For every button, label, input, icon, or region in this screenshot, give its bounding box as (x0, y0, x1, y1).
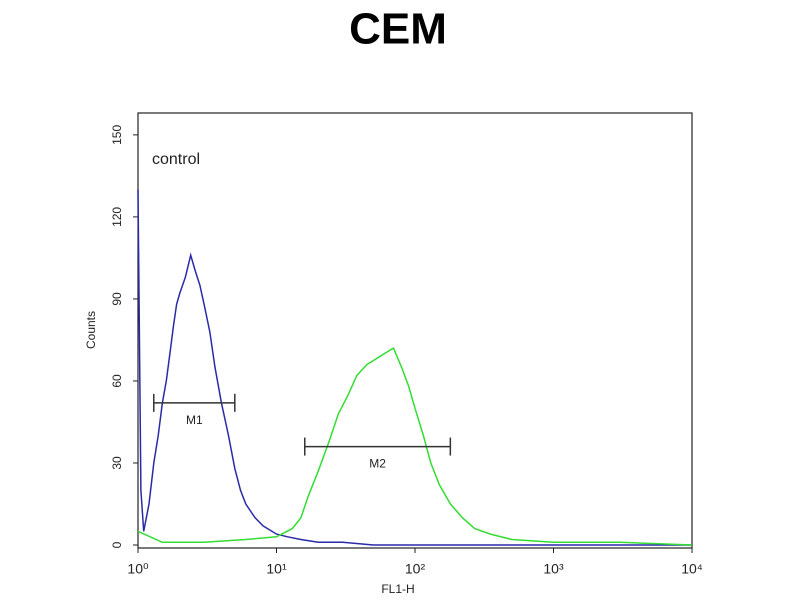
y-axis-label: Counts (84, 311, 98, 349)
marker-label: M1 (186, 413, 203, 427)
annotation: control (152, 151, 200, 168)
y-tick-label: 150 (110, 125, 124, 145)
y-tick-label: 90 (110, 292, 124, 306)
y-tick-label: 120 (110, 207, 124, 227)
y-tick-label: 0 (110, 541, 124, 548)
histogram-line (137, 189, 692, 546)
x-tick-label: 10³ (543, 561, 564, 577)
y-tick-label: 60 (110, 374, 124, 388)
x-tick-label: 10⁰ (127, 561, 149, 577)
chart-title: CEM (349, 5, 447, 54)
x-tick-label: 10² (405, 561, 426, 577)
x-tick-label: 10¹ (266, 561, 287, 577)
plot-frame (137, 112, 693, 549)
x-tick-label: 10⁴ (681, 561, 703, 577)
histogram-line (137, 347, 693, 546)
x-axis-label: FL1-H (381, 582, 414, 596)
y-tick-label: 30 (110, 456, 124, 470)
marker-label: M2 (369, 457, 386, 471)
